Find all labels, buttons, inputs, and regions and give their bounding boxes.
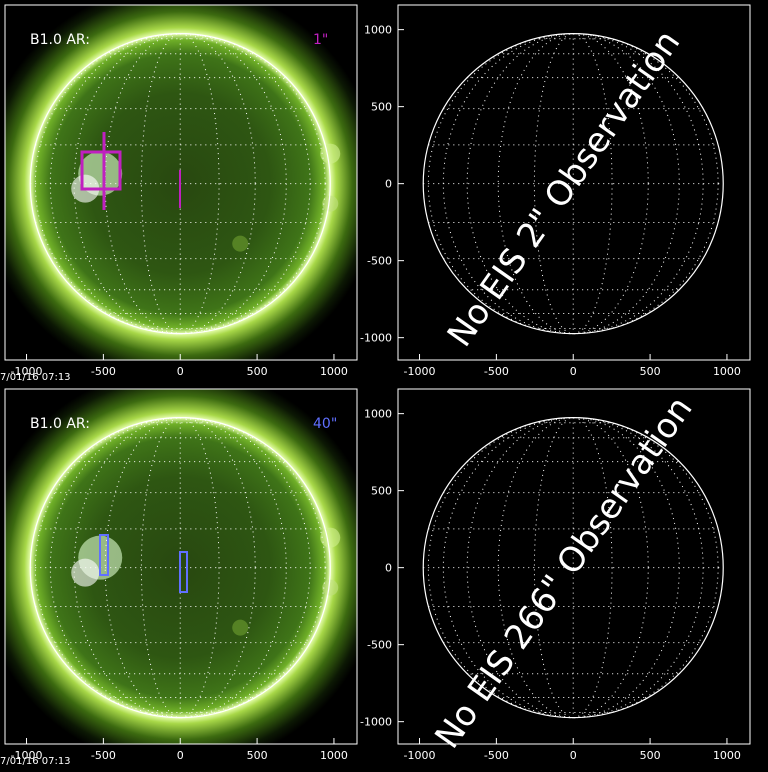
x-tick-label: 1000 — [713, 365, 741, 378]
panel-label: B1.0 AR: — [30, 32, 90, 48]
panel: -1000 -500 0 500 1000 B1.0 AR: 40" 7/01/16 07:1… — [0, 388, 358, 767]
longitude-line — [73, 33, 287, 335]
longitude-line — [442, 33, 704, 335]
longitude-line — [104, 33, 256, 335]
bright-region — [232, 619, 249, 636]
x-tick-label: 500 — [640, 749, 661, 762]
longitude-line — [442, 417, 704, 719]
timestamp: 7/01/16 07:13 — [0, 372, 71, 383]
y-tick-label: -500 — [367, 255, 392, 268]
panel-label: B1.0 AR: — [30, 416, 90, 432]
x-tick-label: 0 — [570, 749, 577, 762]
x-tick-label: 1000 — [320, 749, 348, 762]
longitude-line — [427, 33, 719, 335]
x-tick-label: 0 — [570, 365, 577, 378]
plot-frame — [4, 388, 358, 745]
bright-region — [71, 558, 100, 587]
no-observation-message: No EIS 2" Observation — [440, 23, 688, 354]
fov-box — [179, 551, 188, 593]
panel: -1000 -500 0 500 1000 B1.0 AR: 1" 7/01/16 07:13 — [0, 4, 358, 383]
x-tick-label: 500 — [247, 365, 268, 378]
fov-box — [99, 534, 109, 576]
y-tick-label: -1000 — [360, 332, 392, 345]
longitude-line — [140, 417, 220, 719]
plot-frame — [397, 388, 751, 745]
x-tick-label: -500 — [484, 365, 509, 378]
x-tick-label: 500 — [640, 365, 661, 378]
bright-region — [232, 235, 249, 252]
resolution-label: 40" — [313, 416, 337, 432]
longitude-line — [497, 33, 649, 335]
sun-image — [5, 5, 357, 360]
x-tick-label: -500 — [91, 365, 116, 378]
x-tick-label: -1000 — [11, 749, 43, 762]
bright-region — [322, 195, 339, 212]
y-tick-label: 500 — [371, 485, 392, 498]
no-observation-message: No EIS 266" Observation — [427, 389, 700, 755]
y-tick-label: 0 — [385, 562, 392, 575]
longitude-line — [73, 417, 287, 719]
longitude-line — [49, 417, 311, 719]
plot-area — [5, 5, 357, 360]
longitude-line — [34, 417, 326, 719]
plot-frame — [4, 4, 358, 361]
x-tick-label: -500 — [484, 749, 509, 762]
y-tick-label: -500 — [367, 639, 392, 652]
x-tick-label: 1000 — [320, 365, 348, 378]
x-tick-label: -500 — [91, 749, 116, 762]
plot-area — [5, 389, 357, 744]
bright-region — [322, 579, 339, 596]
bright-region — [320, 527, 341, 548]
longitude-line — [34, 33, 326, 335]
panel: -1000 -500 0 500 1000 1000 500 0 -500 -1000 No EIS… — [360, 4, 751, 378]
y-tick-label: 1000 — [364, 408, 392, 421]
x-tick-label: -1000 — [11, 365, 43, 378]
fov-box — [80, 150, 122, 191]
x-tick-label: 1000 — [713, 749, 741, 762]
longitude-line — [497, 417, 649, 719]
longitude-line — [140, 33, 220, 335]
y-tick-label: 0 — [385, 178, 392, 191]
x-tick-label: -1000 — [404, 365, 436, 378]
bright-region — [320, 143, 341, 164]
longitude-line — [104, 417, 256, 719]
longitude-line — [49, 33, 311, 335]
x-tick-label: 0 — [177, 749, 184, 762]
y-tick-label: 500 — [371, 101, 392, 114]
x-tick-label: 500 — [247, 749, 268, 762]
resolution-label: 1" — [313, 32, 328, 48]
plot-frame — [397, 4, 751, 361]
longitude-line — [533, 417, 613, 719]
longitude-line — [427, 417, 719, 719]
y-tick-label: -1000 — [360, 716, 392, 729]
x-tick-label: -1000 — [404, 749, 436, 762]
timestamp: 7/01/16 07:13 — [0, 756, 71, 767]
y-tick-label: 1000 — [364, 24, 392, 37]
x-tick-label: 0 — [177, 365, 184, 378]
longitude-line — [533, 33, 613, 335]
